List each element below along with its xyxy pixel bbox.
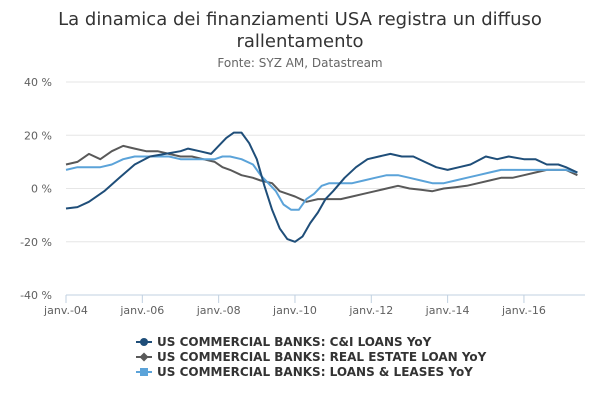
x-tick-label: janv.-12 — [348, 304, 393, 317]
y-tick-label: 20 % — [24, 129, 52, 142]
chart-subtitle: Fonte: SYZ AM, Datastream — [217, 56, 382, 70]
grid — [66, 81, 585, 296]
y-tick-label: 0 % — [31, 183, 52, 196]
series-line-3 — [65, 155, 578, 211]
series-line-2 — [65, 144, 578, 203]
legend-item-1: US COMMERCIAL BANKS: C&I LOANS YoY — [136, 335, 432, 349]
x-tick-label: janv.-16 — [501, 304, 546, 317]
x-axis: janv.-04 janv.-06 janv.-08 janv.-10 janv.-12… — [43, 294, 585, 317]
chart-title-line-1: La dinamica dei finanziamenti USA regist… — [58, 9, 542, 30]
y-tick-label: -40 % — [20, 289, 52, 302]
y-tick-label: 40 % — [24, 76, 52, 89]
chart-title-line-2: rallentamento — [236, 31, 363, 52]
series-line-1 — [65, 131, 578, 243]
x-tick-label: janv.-08 — [196, 304, 241, 317]
legend-label: US COMMERCIAL BANKS: C&I LOANS YoY — [157, 335, 432, 349]
legend-item-3: US COMMERCIAL BANKS: LOANS & LEASES YoY — [136, 365, 473, 379]
x-tick-label: janv.-06 — [119, 304, 164, 317]
y-tick-label: -20 % — [20, 236, 52, 249]
x-tick-label: janv.-10 — [272, 304, 317, 317]
legend-item-2: US COMMERCIAL BANKS: REAL ESTATE LOAN Yo… — [136, 350, 487, 364]
legend-label: US COMMERCIAL BANKS: REAL ESTATE LOAN Yo… — [157, 350, 487, 364]
plot-area — [65, 131, 578, 243]
x-tick-label: janv.-14 — [425, 304, 470, 317]
legend-marker — [140, 368, 148, 376]
legend-label: US COMMERCIAL BANKS: LOANS & LEASES YoY — [157, 365, 473, 379]
legend-marker — [139, 352, 149, 362]
x-tick-label: janv.-04 — [43, 304, 88, 317]
y-axis: -40 % -20 % 0 % 20 % 40 % — [20, 76, 52, 302]
legend-marker — [140, 338, 148, 346]
